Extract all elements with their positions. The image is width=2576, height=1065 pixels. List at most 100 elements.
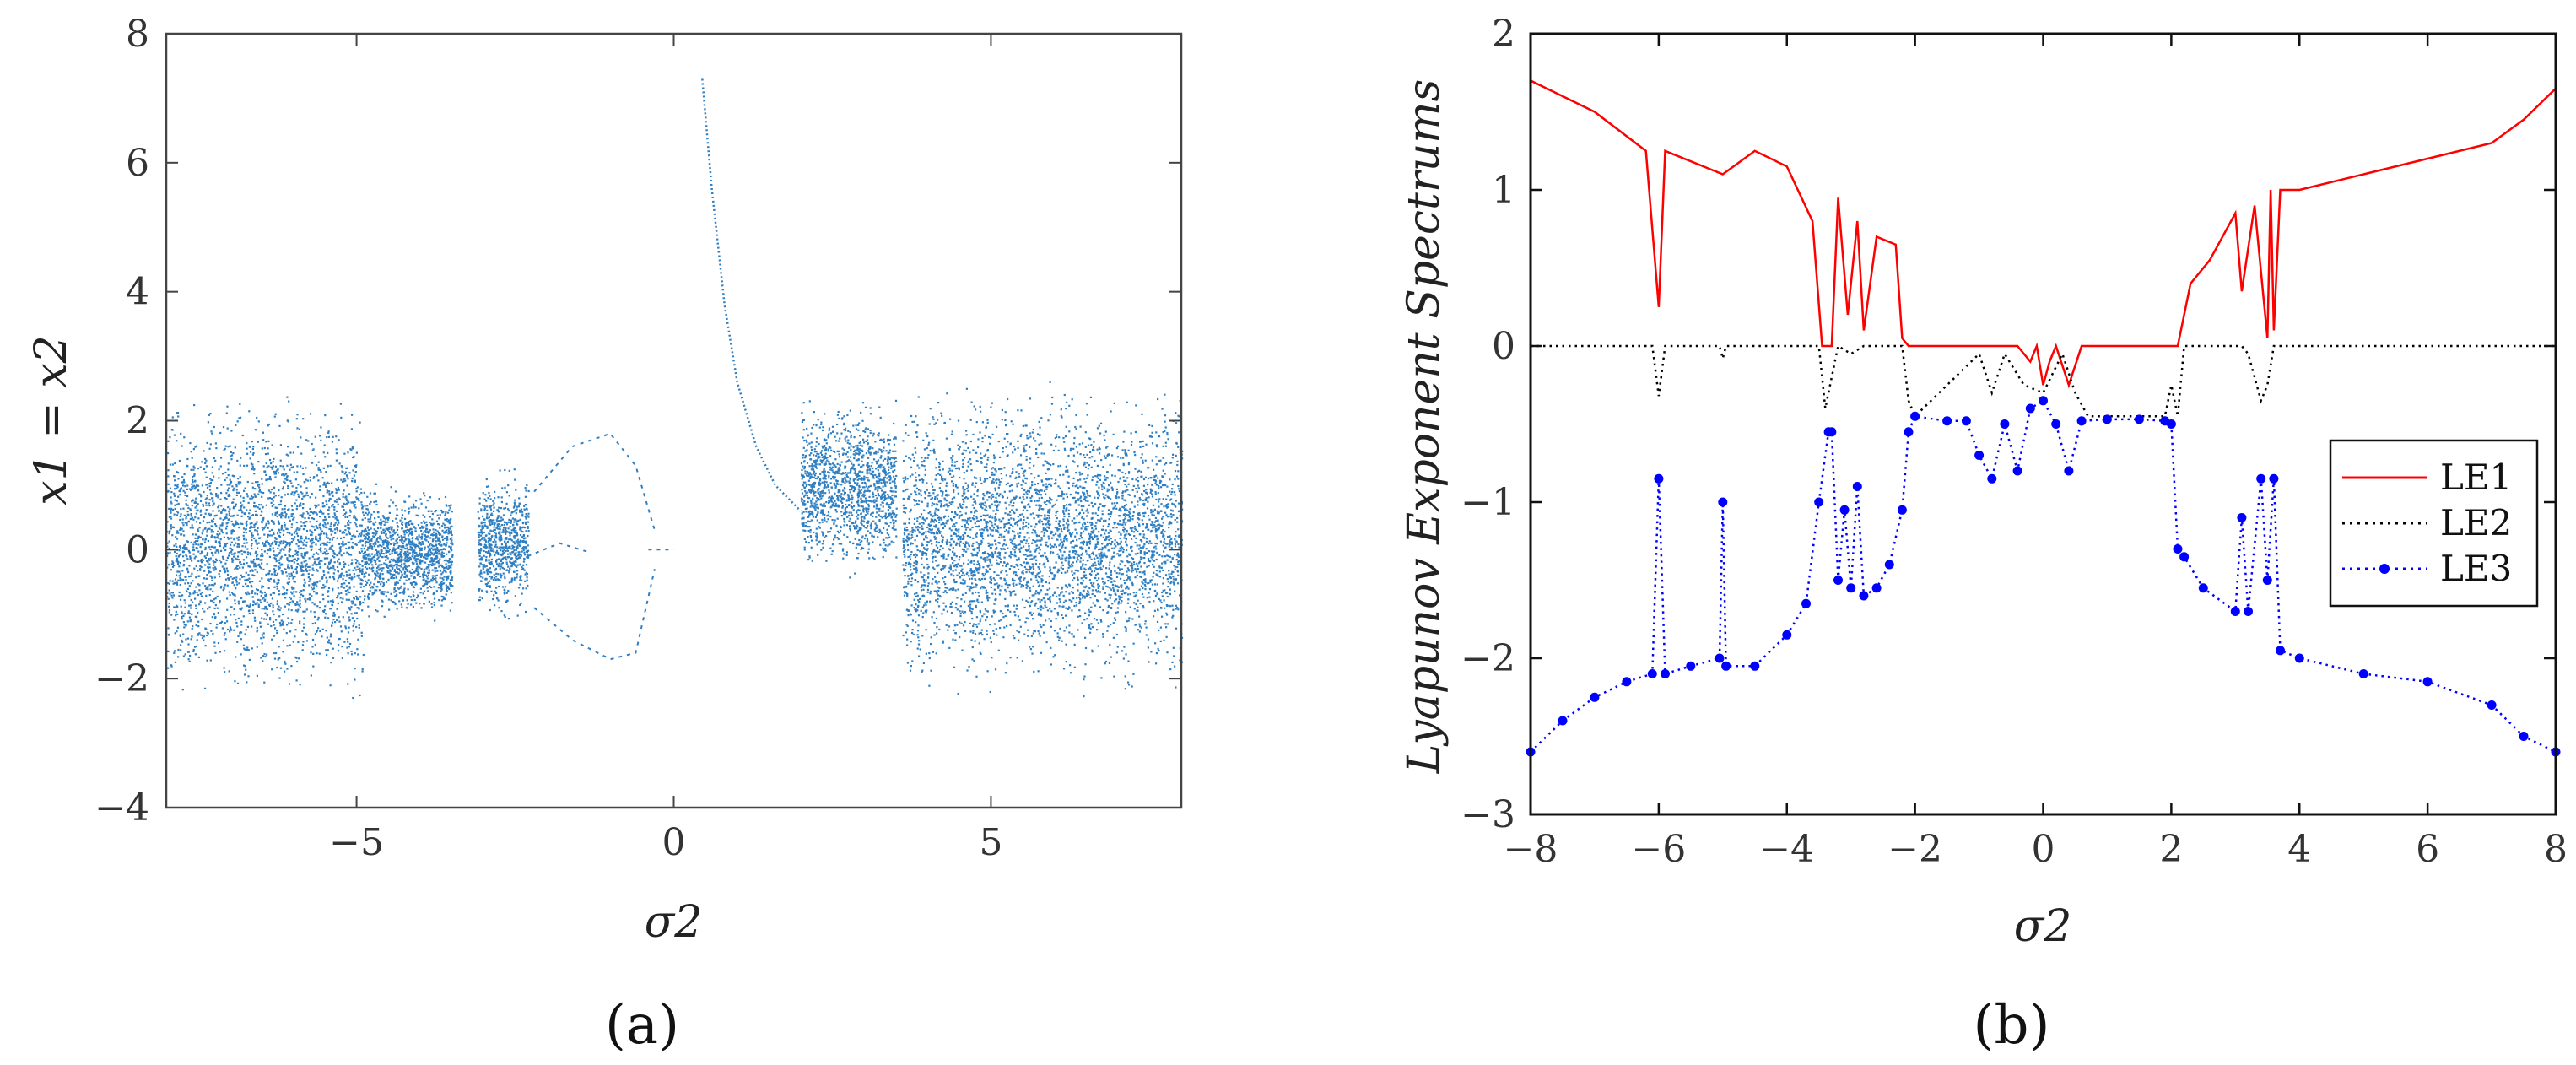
a-point [311,511,313,513]
a-point [260,657,262,659]
a-point [424,495,426,497]
a-point [271,444,273,446]
a-point [420,502,423,505]
a-point [328,576,331,579]
a-point [199,553,202,555]
a-point [242,531,246,533]
a-point [208,569,210,571]
a-point [434,533,436,537]
a-point [278,514,281,516]
a-point [864,406,867,408]
a-point [445,559,447,561]
a-point [261,585,263,587]
a-point [271,597,273,600]
a-point [508,581,510,584]
a-point [392,576,395,580]
a-point [410,506,413,509]
a-point [327,591,329,593]
a-point [263,599,266,602]
a-point [240,624,243,626]
a-point [188,660,191,662]
a-point [361,668,364,671]
a-point [505,523,509,526]
a-point [440,595,443,597]
a-point [409,559,412,561]
a-point [235,522,238,524]
a-point [494,592,498,594]
a-point [203,516,206,519]
a-point [204,548,207,551]
a-point [521,579,523,581]
a-point [180,488,182,490]
a-point [505,556,507,559]
a-point [182,530,185,532]
a-point [431,524,434,527]
a-point [343,473,346,475]
a-point [267,623,269,625]
a-point [354,479,356,482]
a-point [182,563,185,566]
a-point [332,576,335,579]
a-point [366,505,369,507]
a-point [311,449,314,451]
a-point [233,608,235,611]
a-point [190,468,192,471]
a-point [355,595,358,597]
a-point [486,515,489,517]
a-point [436,547,439,549]
a-point [402,544,405,547]
a-point [393,544,396,547]
a-point [314,633,316,635]
a-point [327,557,329,560]
a-point [495,519,498,522]
a-point [445,537,447,539]
a-point [340,592,343,594]
a-point [321,560,323,562]
a-point [214,616,217,619]
a-point [225,498,228,500]
a-point [437,587,440,589]
a-point [349,608,352,611]
a-point [286,558,289,560]
a-point [227,522,230,524]
a-point [519,564,521,566]
a-point [239,550,241,554]
a-point [222,589,224,592]
a-point [279,459,282,462]
a-point [389,560,392,563]
a-point [283,592,286,594]
a-point [276,587,278,590]
a-point [872,535,875,538]
a-point [488,521,490,523]
a-point [360,579,363,581]
a-point [380,538,382,541]
a-point [486,546,489,549]
a-point [296,471,299,473]
a-point [340,630,343,633]
a-point [179,545,181,548]
a-point [348,554,351,556]
a-point [254,488,257,490]
a-point [441,565,444,569]
a-point [324,605,327,608]
a-point [268,580,271,582]
a-point [328,527,331,531]
a-point [324,414,327,417]
a-point [520,602,522,604]
a-point [412,594,414,597]
a-point [174,504,176,506]
a-point [338,439,340,441]
a-point [366,495,369,498]
a-point [326,536,328,538]
a-point [395,576,397,579]
a-point [295,591,298,593]
a-point [327,509,329,511]
a-point [313,562,316,565]
a-point [197,539,199,542]
a-point [319,468,322,472]
a-point [302,556,305,559]
a-point [183,481,186,484]
a-point [428,565,430,567]
a-point [244,665,246,668]
a-point [311,492,313,495]
